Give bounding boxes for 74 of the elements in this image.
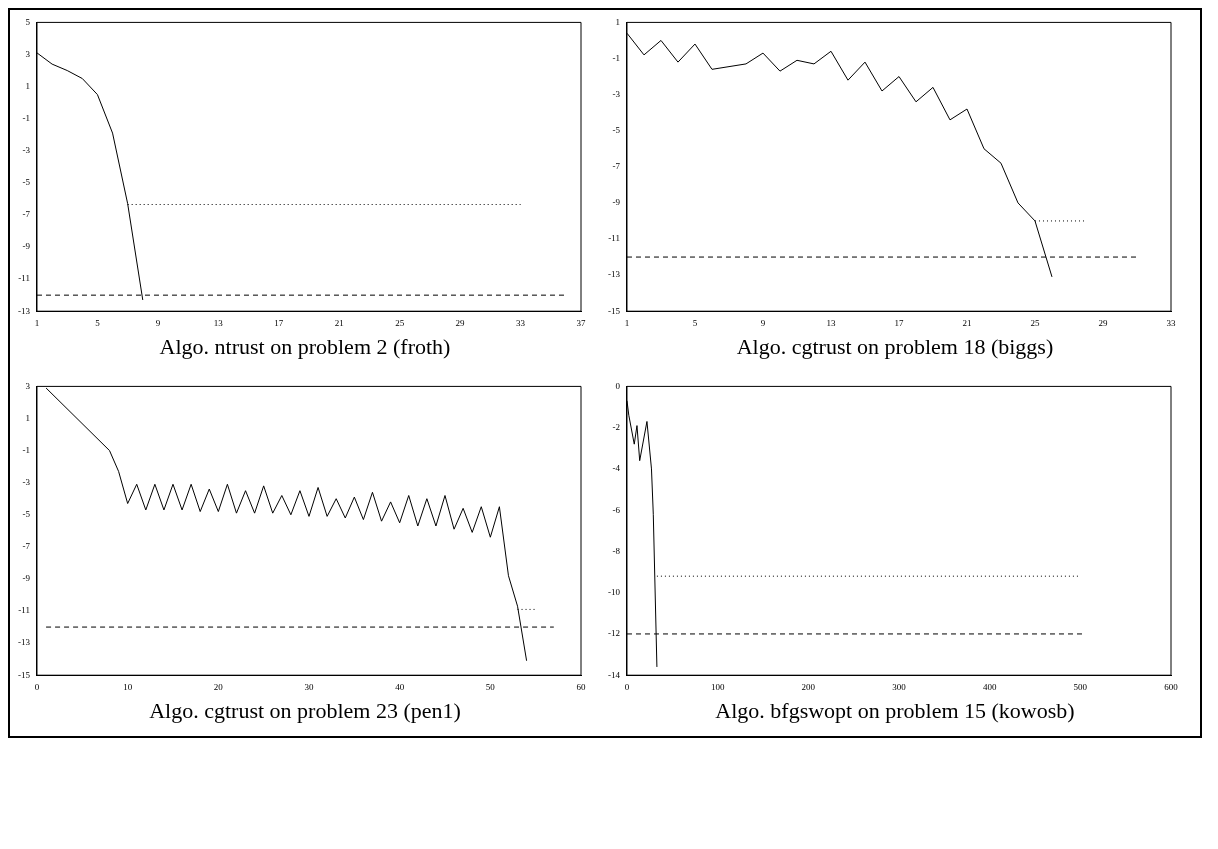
- y-tick-label: -5: [22, 177, 31, 188]
- y-tick-label: 3: [25, 48, 31, 59]
- x-tick-label: 1: [34, 317, 40, 328]
- x-tick-label: 29: [1098, 317, 1108, 328]
- y-tick-label: -8: [612, 545, 621, 556]
- x-tick-label: 37: [576, 317, 586, 328]
- y-tick-label: 0: [615, 380, 621, 391]
- y-tick-label: -5: [22, 509, 31, 520]
- y-tick-label: -13: [18, 637, 31, 648]
- y-tick-label: 5: [25, 16, 31, 27]
- y-tick-label: -7: [22, 541, 31, 552]
- y-tick-label: -11: [18, 605, 30, 616]
- x-tick-label: 9: [155, 317, 161, 328]
- y-tick-label: -14: [608, 669, 621, 680]
- x-tick-label: 200: [801, 681, 816, 692]
- x-tick-label: 33: [1166, 317, 1176, 328]
- x-tick-label: 0: [624, 681, 630, 692]
- y-tick-label: -3: [22, 145, 31, 156]
- x-tick-label: 17: [894, 317, 904, 328]
- x-tick-label: 50: [485, 681, 496, 692]
- x-tick-label: 300: [892, 681, 907, 692]
- y-tick-label: -12: [608, 628, 620, 639]
- y-tick-label: -9: [612, 197, 621, 208]
- y-tick-label: -11: [18, 273, 30, 284]
- y-tick-label: -1: [22, 444, 30, 455]
- x-tick-label: 30: [304, 681, 314, 692]
- x-tick-label: 10: [123, 681, 133, 692]
- x-tick-label: 9: [760, 317, 766, 328]
- y-tick-label: 3: [25, 380, 31, 391]
- y-tick-label: -13: [18, 305, 31, 316]
- y-tick-label: -1: [22, 113, 30, 124]
- y-tick-label: -15: [18, 669, 31, 680]
- text: Algo. cgtrust on problem 23 (pen1): [149, 698, 461, 725]
- x-tick-label: 20: [213, 681, 224, 692]
- x-tick-label: 400: [982, 681, 997, 692]
- y-tick-label: -11: [608, 233, 620, 244]
- y-tick-label: -2: [612, 422, 620, 433]
- x-tick-label: 21: [334, 317, 344, 328]
- y-tick-label: -3: [22, 477, 31, 488]
- y-tick-label: -15: [608, 305, 621, 316]
- x-tick-label: 21: [962, 317, 972, 328]
- x-tick-label: 500: [1073, 681, 1088, 692]
- y-tick-label: -3: [612, 88, 621, 99]
- y-tick-label: -10: [608, 587, 621, 598]
- y-tick-label: -4: [612, 463, 621, 474]
- x-tick-label: 100: [710, 681, 725, 692]
- x-tick-label: 600: [1164, 681, 1179, 692]
- x-tick-label: 25: [1030, 317, 1040, 328]
- y-tick-label: 1: [25, 80, 30, 91]
- y-tick-label: 1: [25, 412, 30, 423]
- y-tick-label: 1: [615, 16, 620, 27]
- x-tick-label: 13: [826, 317, 836, 328]
- text: Algo. cgtrust on problem 18 (biggs): [736, 334, 1054, 361]
- y-tick-label: -9: [22, 241, 31, 252]
- y-tick-label: -1: [612, 52, 620, 63]
- y-tick-label: -5: [612, 125, 621, 136]
- x-tick-label: 40: [395, 681, 405, 692]
- x-tick-label: 1: [624, 317, 630, 328]
- y-tick-label: -9: [22, 573, 31, 584]
- x-tick-label: 13: [213, 317, 224, 328]
- x-tick-label: 29: [455, 317, 466, 328]
- y-tick-label: -7: [22, 209, 31, 220]
- x-tick-label: 5: [95, 317, 101, 328]
- x-tick-label: 33: [516, 317, 526, 328]
- text: Algo. ntrust on problem 2 (froth): [159, 334, 451, 361]
- x-tick-label: 17: [274, 317, 284, 328]
- y-tick-label: -13: [608, 269, 621, 280]
- x-tick-label: 0: [34, 681, 40, 692]
- x-tick-label: 60: [576, 681, 586, 692]
- x-tick-label: 5: [692, 317, 698, 328]
- y-tick-label: -7: [612, 161, 621, 172]
- x-tick-label: 25: [395, 317, 405, 328]
- y-tick-label: -6: [612, 504, 621, 515]
- text: Algo. bfgswopt on problem 15 (kowosb): [715, 698, 1075, 725]
